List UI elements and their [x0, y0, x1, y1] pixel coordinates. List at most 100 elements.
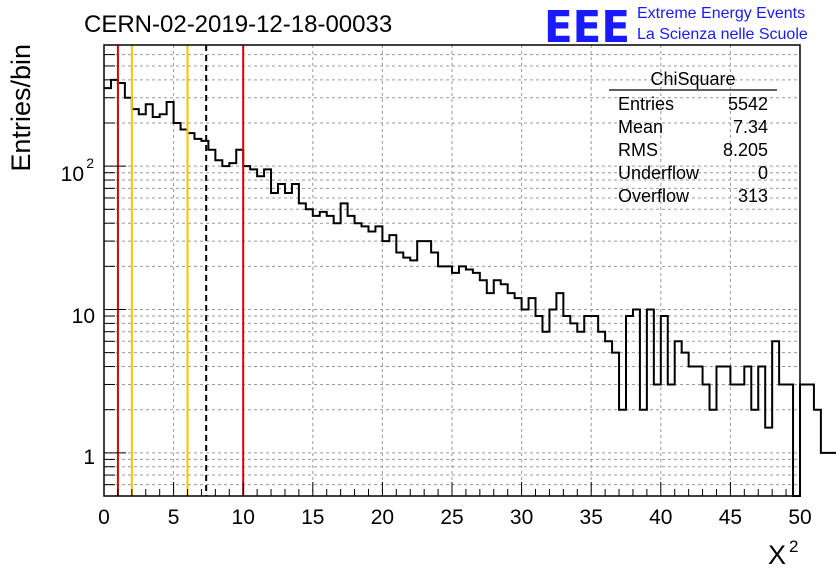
x-tick-label: 40	[649, 506, 672, 529]
histogram-bin	[389, 235, 396, 496]
x-tick-label: 30	[510, 506, 533, 529]
histogram-bin	[341, 203, 348, 496]
histogram-bin	[549, 309, 556, 496]
histogram-bin	[125, 98, 132, 496]
histogram-bin	[633, 309, 640, 496]
histogram-bin	[466, 270, 473, 496]
histogram-bin	[515, 298, 522, 496]
histogram-bin	[208, 150, 215, 496]
x-tick-label: 0	[98, 506, 110, 529]
histogram-bin	[278, 184, 285, 496]
stats-entries-label: Entries	[618, 94, 674, 114]
y-axis-title: Entries/bin	[6, 44, 36, 172]
histogram-bin	[459, 266, 466, 496]
histogram-bin	[396, 252, 403, 496]
histogram-bin	[236, 150, 243, 496]
histogram-bin	[132, 109, 139, 496]
stats-overflow-value: 313	[738, 186, 768, 206]
histogram-bin	[445, 266, 452, 496]
run-title: CERN-02-2019-12-18-00033	[84, 11, 392, 38]
histogram-bin	[403, 258, 410, 496]
histogram-bin	[201, 141, 208, 496]
histogram-bin	[737, 384, 744, 496]
histogram-bin	[807, 384, 814, 496]
histogram-bin	[222, 166, 229, 496]
histogram-bin	[821, 453, 828, 496]
histogram-bin	[194, 139, 201, 496]
histogram-bin	[229, 163, 236, 496]
histogram-bin	[668, 384, 675, 496]
stats-underflow-value: 0	[758, 163, 768, 183]
histogram-bin	[563, 316, 570, 496]
histogram-bin	[682, 353, 689, 496]
x-tick-label: 15	[301, 506, 324, 529]
histogram-bin	[146, 104, 153, 496]
stats-title: ChiSquare	[650, 69, 735, 89]
histogram-bin	[696, 367, 703, 496]
histogram-bin	[689, 367, 696, 496]
histogram-bin	[619, 410, 626, 496]
histogram-bin	[368, 232, 375, 496]
histogram-bin	[299, 203, 306, 496]
histogram-bin	[612, 353, 619, 496]
histogram-bin	[285, 193, 292, 496]
stats-rms-label: RMS	[618, 140, 658, 160]
y-tick-label-1: 1	[83, 446, 95, 469]
histogram-bin	[494, 280, 501, 496]
x-tick-label: 50	[788, 506, 811, 529]
histogram-bin	[264, 169, 271, 496]
histogram-bin	[522, 309, 529, 496]
x-tick-label: 10	[232, 506, 255, 529]
histogram-bin	[605, 341, 612, 496]
histogram-bin	[814, 410, 821, 496]
histogram-bin	[139, 114, 146, 496]
histogram-bin	[730, 384, 737, 496]
histogram-bin	[716, 367, 723, 496]
x-tick-label: 45	[719, 506, 742, 529]
stats-mean-label: Mean	[618, 117, 663, 137]
histogram-bin	[257, 176, 264, 496]
histogram-bin	[508, 293, 515, 496]
histogram-bin	[348, 216, 355, 496]
histogram-bin	[375, 226, 382, 496]
histogram-bin	[640, 410, 647, 496]
histogram-bin	[542, 332, 549, 496]
histogram-bin	[487, 293, 494, 496]
histogram-outline	[104, 78, 836, 497]
stats-box: ChiSquare Entries 5542 Mean 7.34 RMS 8.2…	[609, 69, 777, 206]
stats-rms-value: 8.205	[723, 140, 768, 160]
reference-lines	[116, 45, 245, 496]
histogram-bin	[188, 133, 195, 496]
histogram-bin	[313, 216, 320, 496]
histogram-bin	[480, 280, 487, 496]
histogram-bin	[598, 332, 605, 496]
histogram-bin	[751, 410, 758, 496]
histogram-bin	[111, 80, 118, 496]
x-tick-label: 25	[440, 506, 463, 529]
histogram-bin	[167, 102, 174, 496]
histogram-bin	[215, 160, 222, 496]
histogram-bin	[417, 241, 424, 496]
x-axis-title-superscript: 2	[789, 537, 798, 556]
axis-ticks	[103, 44, 801, 497]
histogram-bin	[327, 216, 334, 496]
y-tick-label-10: 10	[72, 305, 95, 328]
y-tick-label-100-exponent: 2	[86, 155, 94, 171]
histogram-bin	[174, 123, 181, 496]
histogram-bin	[243, 166, 250, 496]
histogram-bin	[772, 341, 779, 496]
histogram-bin	[577, 332, 584, 496]
histogram-bin	[292, 184, 299, 496]
histogram-bin	[271, 193, 278, 496]
x-tick-label: 20	[371, 506, 394, 529]
histogram-bin	[703, 384, 710, 496]
histogram-bin	[779, 384, 786, 496]
histogram-bin	[431, 252, 438, 496]
histogram-bin	[473, 273, 480, 496]
histogram-bin	[675, 341, 682, 496]
y-tick-label-100-base: 10	[61, 163, 84, 186]
histogram-bin	[424, 241, 431, 496]
stats-mean-value: 7.34	[733, 117, 768, 137]
histogram-bin	[654, 384, 661, 496]
